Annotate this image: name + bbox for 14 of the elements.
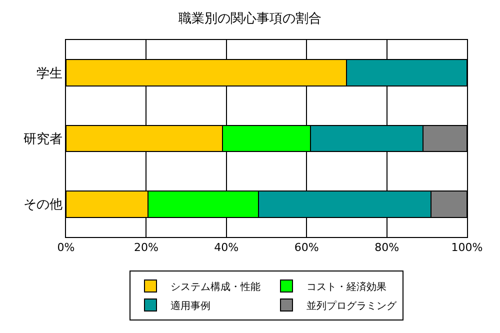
- legend-label: 並列プログラミング: [306, 300, 398, 312]
- x-tick-label: 60%: [294, 241, 319, 254]
- legend-label: コスト・経済効果: [306, 280, 386, 293]
- x-tick-label: 40%: [214, 241, 239, 254]
- y-tick-label: 学生: [36, 66, 62, 82]
- y-tick-label: 研究者: [23, 132, 62, 148]
- chart-title: 職業別の関心事項の割合: [178, 10, 322, 26]
- legend-label: システム構成・性能: [170, 280, 260, 293]
- legend-label: 適用事例: [170, 300, 210, 312]
- x-tick-label: 80%: [374, 241, 400, 254]
- y-tick-label: その他: [23, 198, 62, 213]
- x-tick-label: 20%: [134, 241, 158, 254]
- x-tick-label: 0%: [57, 241, 75, 254]
- x-tick-label: 100%: [451, 241, 483, 254]
